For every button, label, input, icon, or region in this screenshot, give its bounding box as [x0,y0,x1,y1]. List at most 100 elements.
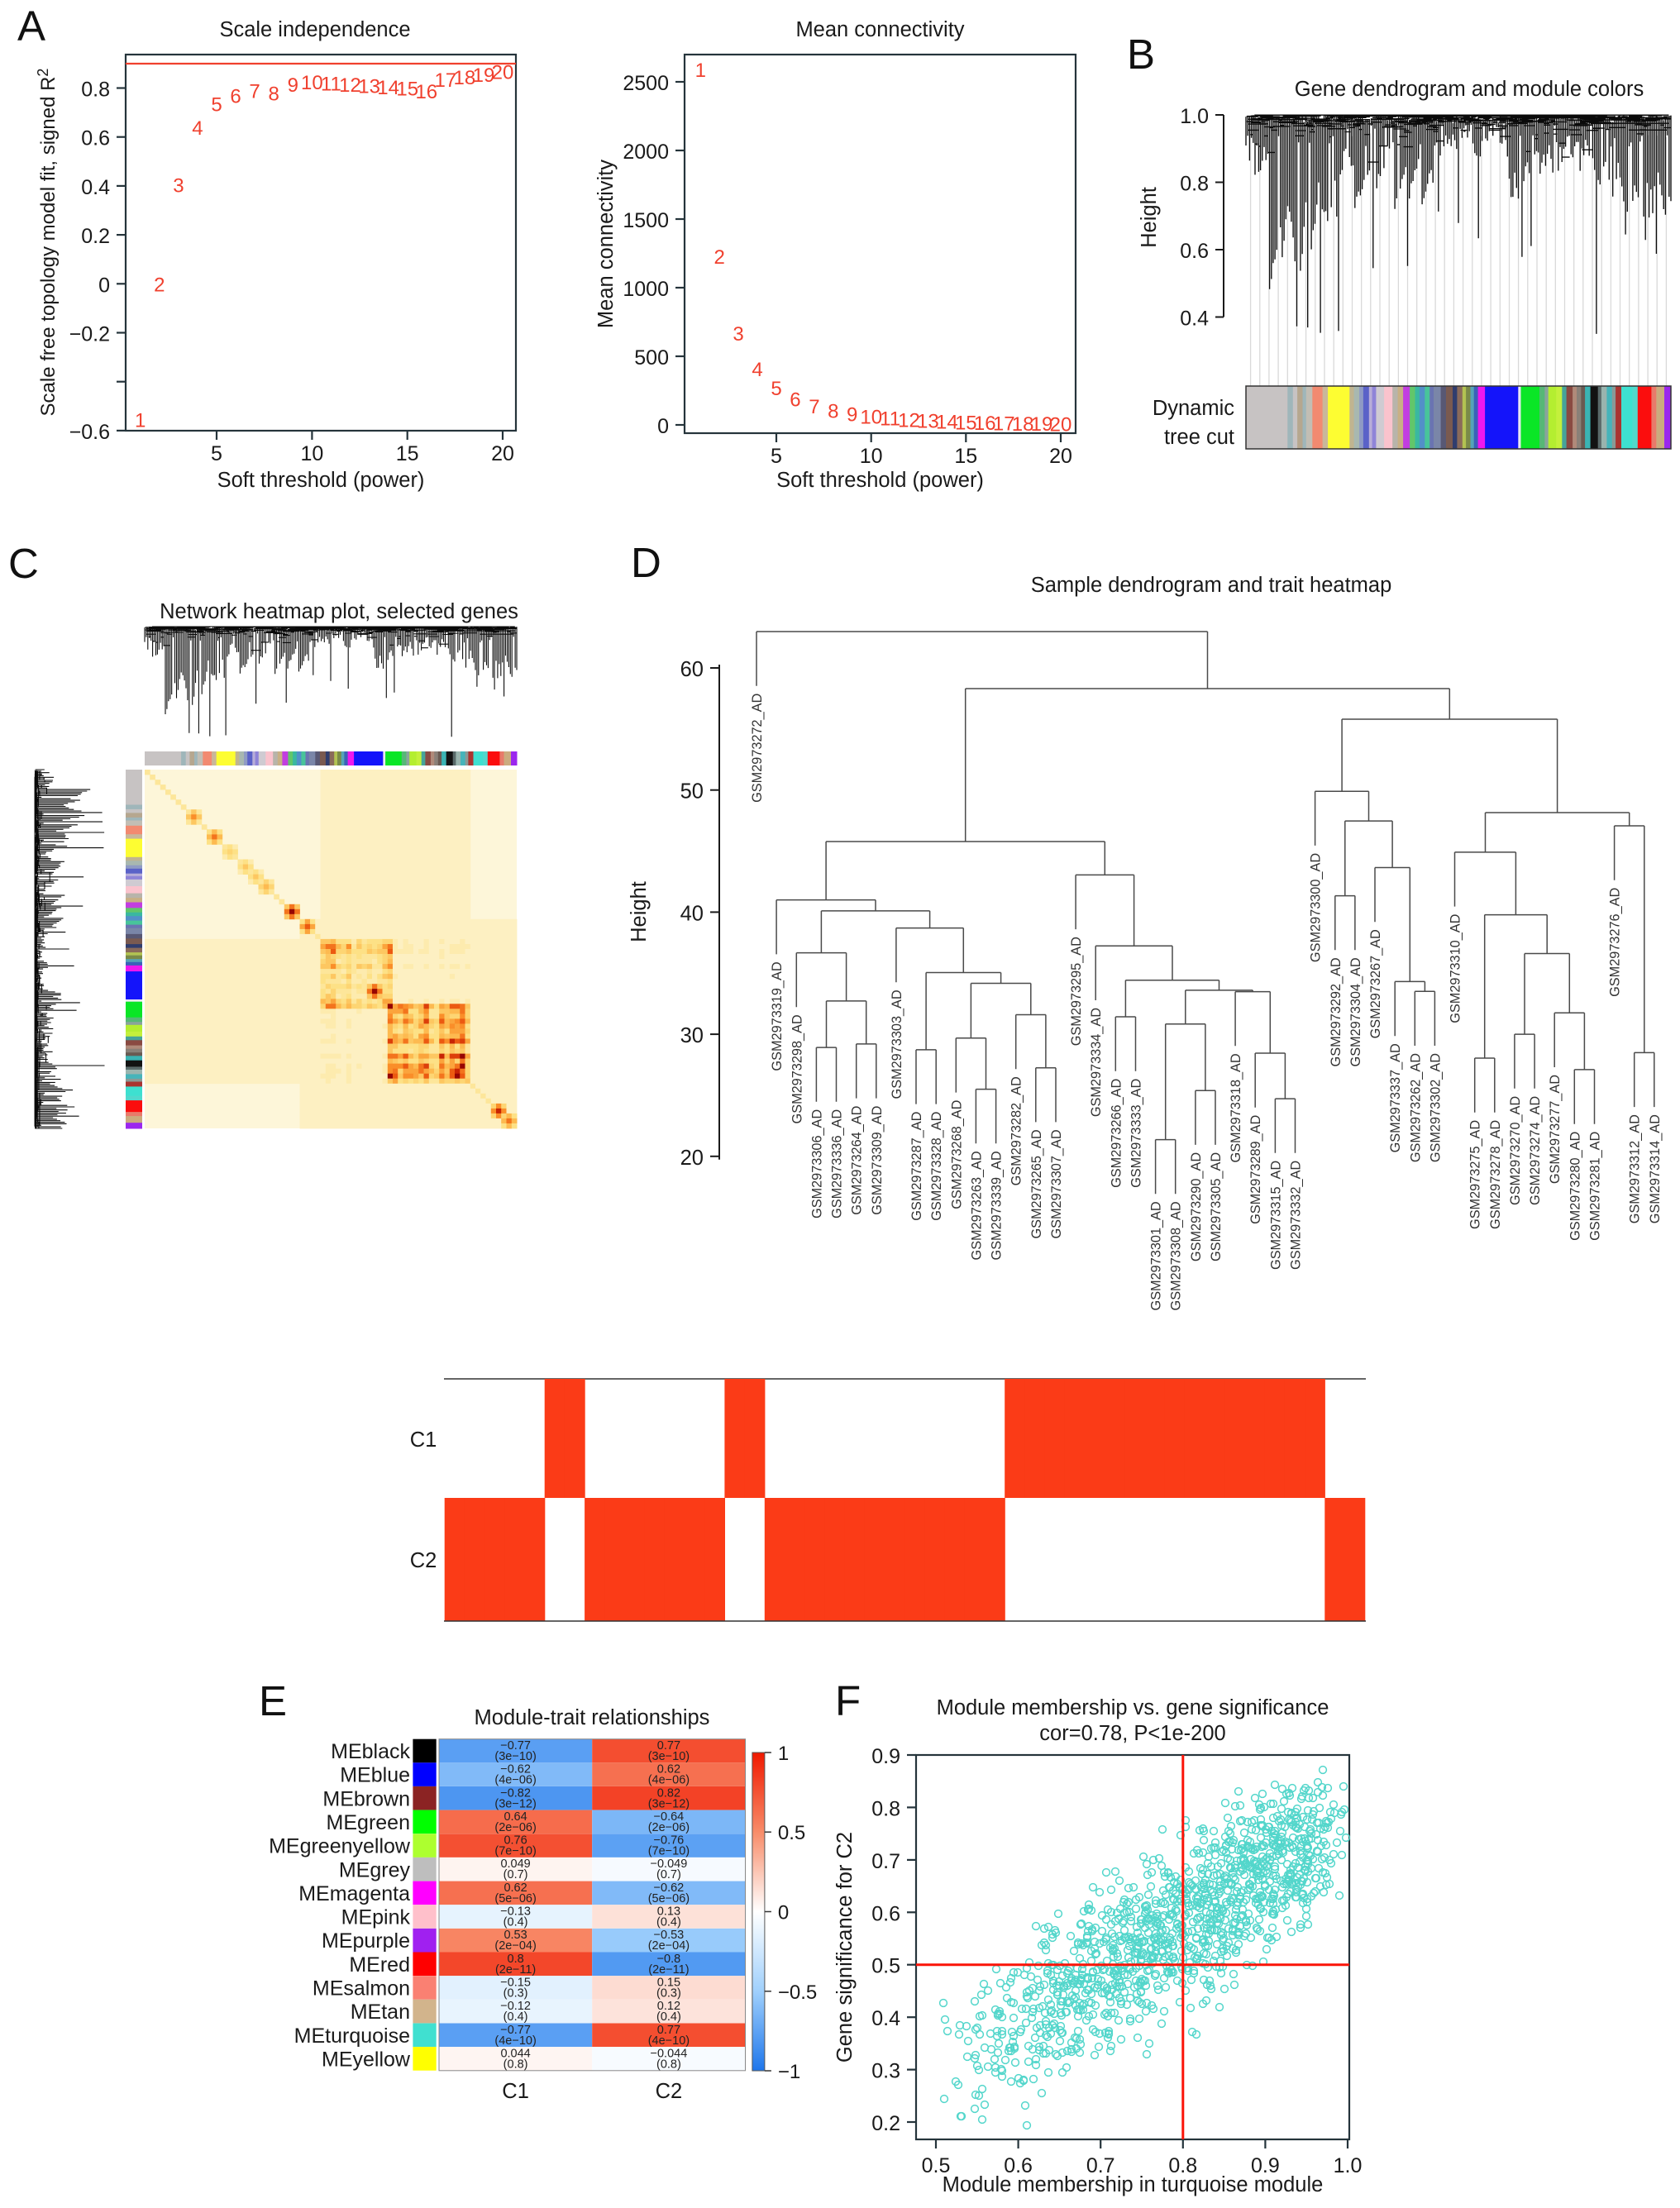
svg-text:0.3: 0.3 [871,2060,900,2083]
svg-text:0.2: 0.2 [871,2112,900,2135]
svg-text:9: 9 [288,74,298,97]
svg-text:B: B [1127,31,1155,78]
svg-text:0.13: 0.13 [657,1905,680,1919]
svg-text:Module membership vs. gene sig: Module membership vs. gene significance [937,1696,1329,1719]
svg-text:2: 2 [714,246,725,269]
svg-text:11: 11 [321,74,341,96]
svg-text:−1: −1 [778,2061,800,2083]
svg-text:8: 8 [269,83,279,105]
svg-text:0.7: 0.7 [871,1850,900,1873]
svg-text:GSM2973281_AD: GSM2973281_AD [1588,1132,1603,1241]
svg-text:Mean connectivity: Mean connectivity [795,18,964,41]
svg-text:MEblue: MEblue [340,1764,410,1787]
svg-text:30: 30 [680,1024,704,1047]
svg-text:GSM2973302_AD: GSM2973302_AD [1428,1053,1443,1162]
svg-text:GSM2973301_AD: GSM2973301_AD [1149,1201,1164,1310]
svg-text:MEpink: MEpink [341,1906,411,1929]
svg-text:Gene dendrogram and module col: Gene dendrogram and module colors [1295,78,1644,101]
svg-text:Mean connectivity: Mean connectivity [594,160,618,328]
svg-text:F: F [835,1677,861,1724]
svg-text:0.53: 0.53 [504,1929,527,1942]
svg-text:GSM2973328_AD: GSM2973328_AD [929,1112,944,1221]
svg-text:0: 0 [778,1902,789,1924]
svg-text:10: 10 [860,445,883,468]
svg-text:4: 4 [752,359,762,381]
svg-text:(2e−04): (2e−04) [494,1939,536,1953]
svg-text:GSM2973333_AD: GSM2973333_AD [1129,1079,1144,1188]
svg-text:−0.53: −0.53 [654,1929,685,1942]
svg-text:Module-trait relationships: Module-trait relationships [475,1706,710,1729]
svg-text:MEgreenyellow: MEgreenyellow [269,1835,411,1858]
svg-text:MEgrey: MEgrey [339,1858,411,1881]
svg-text:1: 1 [135,410,146,432]
svg-text:4: 4 [192,117,203,140]
svg-text:5: 5 [211,442,222,465]
svg-text:0.9: 0.9 [871,1745,900,1768]
svg-text:0.8: 0.8 [1168,2154,1197,2177]
svg-text:GSM2973282_AD: GSM2973282_AD [1009,1076,1024,1185]
svg-text:20: 20 [680,1147,704,1170]
svg-text:(2e−11): (2e−11) [495,1963,536,1977]
svg-text:(2e−06): (2e−06) [648,1821,690,1834]
svg-text:GSM2973272_AD: GSM2973272_AD [750,694,765,803]
svg-text:5: 5 [771,445,782,468]
svg-text:0.049: 0.049 [500,1857,530,1871]
svg-text:11: 11 [880,408,900,431]
svg-text:GSM2973265_AD: GSM2973265_AD [1029,1129,1044,1238]
svg-text:Scale free topology model fit,: Scale free topology model fit, signed R2 [35,69,60,417]
svg-text:GSM2973309_AD: GSM2973309_AD [870,1106,885,1215]
svg-text:9: 9 [847,403,857,426]
svg-text:15: 15 [954,445,977,468]
svg-text:19: 19 [473,64,495,87]
svg-text:14: 14 [936,412,958,434]
svg-text:15: 15 [955,412,977,434]
svg-text:MEsalmon: MEsalmon [313,1977,410,2001]
svg-text:GSM2973274_AD: GSM2973274_AD [1528,1096,1543,1205]
svg-text:0.8: 0.8 [508,1953,524,1966]
svg-text:0: 0 [98,274,110,297]
svg-text:6: 6 [230,85,241,107]
svg-text:GSM2973266_AD: GSM2973266_AD [1109,1079,1124,1188]
svg-text:GSM2973310_AD: GSM2973310_AD [1449,914,1463,1023]
svg-text:0.82: 0.82 [657,1786,680,1800]
svg-text:0.8: 0.8 [1180,173,1209,196]
svg-text:(3e−12): (3e−12) [494,1797,536,1810]
svg-text:(0.4): (0.4) [504,2010,528,2024]
svg-text:−0.62: −0.62 [500,1763,531,1776]
svg-text:(3e−10): (3e−10) [494,1750,536,1763]
svg-text:0.5: 0.5 [778,1822,805,1844]
svg-text:(7e−10): (7e−10) [494,1845,536,1858]
svg-text:0.4: 0.4 [1180,308,1209,331]
svg-text:13: 13 [917,411,939,433]
svg-text:0.77: 0.77 [657,2024,680,2037]
svg-text:15: 15 [396,79,418,101]
svg-text:0.62: 0.62 [504,1881,527,1895]
svg-text:MEgreen: MEgreen [327,1811,410,1834]
svg-text:GSM2973305_AD: GSM2973305_AD [1209,1152,1224,1261]
svg-text:−0.77: −0.77 [500,1739,531,1753]
svg-text:−0.13: −0.13 [500,1905,531,1919]
svg-text:GSM2973290_AD: GSM2973290_AD [1189,1152,1204,1261]
svg-text:0.2: 0.2 [81,225,110,248]
svg-text:GSM2973287_AD: GSM2973287_AD [909,1112,924,1221]
svg-text:MEtan: MEtan [351,2001,410,2024]
svg-text:500: 500 [634,346,669,370]
svg-text:GSM2973267_AD: GSM2973267_AD [1368,929,1383,1038]
svg-text:15: 15 [396,442,419,465]
svg-text:−0.049: −0.049 [651,1857,688,1871]
svg-text:(5e−06): (5e−06) [648,1892,690,1905]
svg-text:1500: 1500 [623,209,669,232]
svg-text:tree cut: tree cut [1164,426,1234,449]
svg-text:GSM2973303_AD: GSM2973303_AD [890,990,904,1099]
svg-text:20: 20 [491,442,514,465]
svg-text:−0.5: −0.5 [778,1981,817,2004]
svg-text:GSM2973292_AD: GSM2973292_AD [1329,957,1344,1066]
svg-text:19: 19 [1031,413,1053,436]
svg-text:10: 10 [300,442,323,465]
svg-text:16: 16 [415,81,437,103]
svg-text:−0.77: −0.77 [500,2024,531,2037]
svg-text:(5e−06): (5e−06) [494,1892,536,1905]
svg-text:−0.044: −0.044 [651,2047,688,2060]
svg-text:GSM2973268_AD: GSM2973268_AD [949,1100,964,1209]
svg-text:0.6: 0.6 [871,1902,900,1925]
